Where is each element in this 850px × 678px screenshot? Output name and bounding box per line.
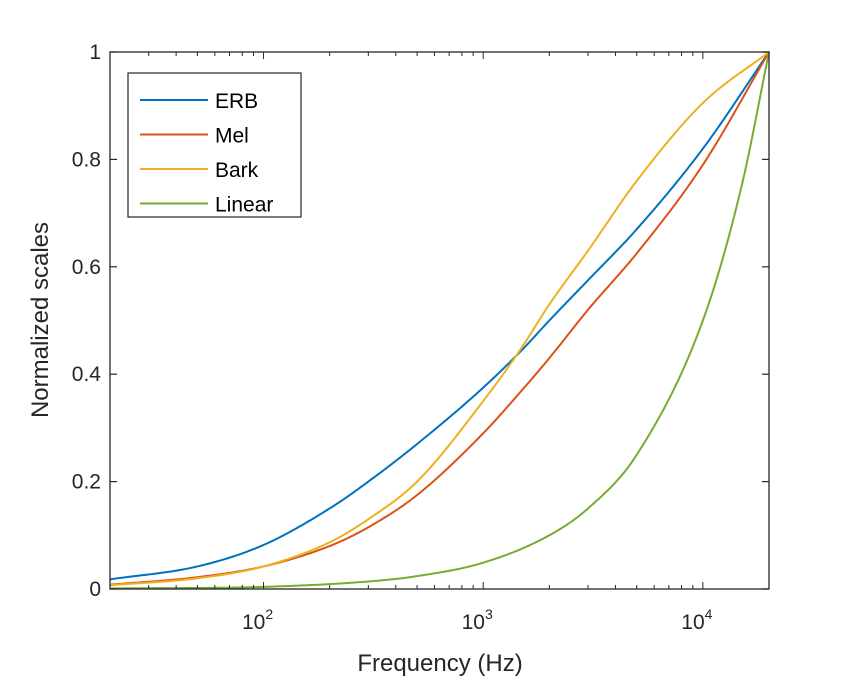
y-tick-label: 0.4 xyxy=(72,363,102,386)
y-axis-label: Normalized scales xyxy=(27,222,54,418)
series-line-erb xyxy=(109,51,770,581)
labels-layer: 0 0.2 0.4 0.6 0.8 1 102 103 104 xyxy=(72,41,713,634)
y-tick-label: 0.2 xyxy=(72,471,101,494)
y-tick-label: 1 xyxy=(89,41,101,64)
y-tick-label: 0 xyxy=(89,578,101,601)
legend-label-linear: Linear xyxy=(215,194,273,217)
plot-frame xyxy=(109,51,770,590)
legend: ERB Mel Bark Linear xyxy=(127,72,302,218)
legend-box xyxy=(127,72,302,218)
ticks-layer xyxy=(109,51,770,590)
legend-label-erb: ERB xyxy=(215,90,258,113)
y-tick-label: 0.8 xyxy=(72,148,101,171)
legend-label-bark: Bark xyxy=(215,159,259,182)
legend-label-mel: Mel xyxy=(215,125,249,148)
legend-items: ERB Mel Bark Linear xyxy=(140,90,273,217)
x-axis-label: Frequency (Hz) xyxy=(357,650,522,677)
y-tick-label: 0.6 xyxy=(72,256,101,279)
x-tick-label: 102 xyxy=(242,606,273,634)
series-line-bark xyxy=(109,51,770,587)
x-tick-label: 104 xyxy=(681,606,712,634)
x-tick-label: 103 xyxy=(462,606,493,634)
series-layer xyxy=(109,51,770,590)
series-line-linear xyxy=(109,51,770,590)
